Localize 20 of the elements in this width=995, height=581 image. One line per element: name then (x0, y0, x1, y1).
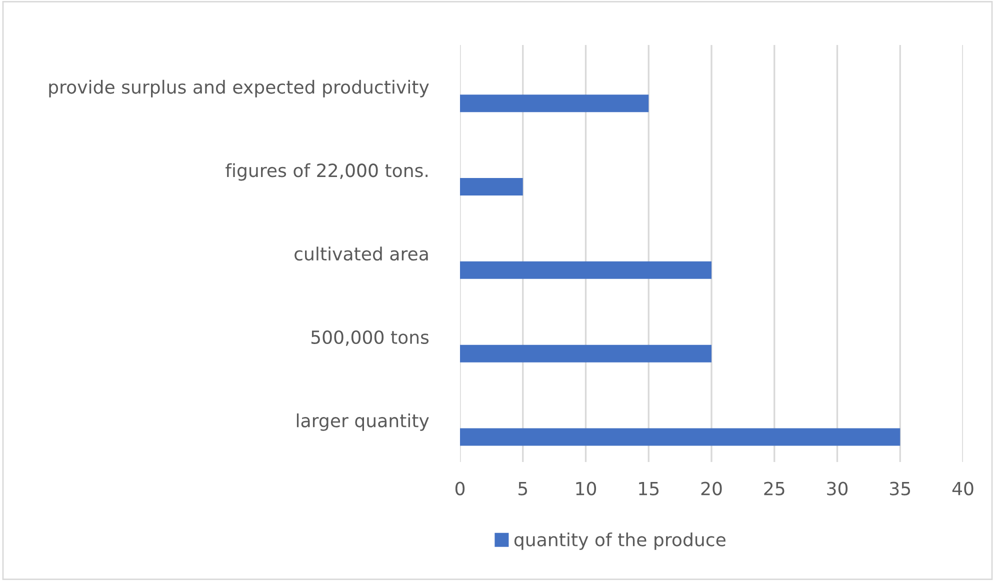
x-tick-label: 40 (952, 482, 974, 496)
x-tick-label: 35 (890, 482, 910, 496)
bar (460, 261, 712, 279)
y-tick-label: 500,000 tons (311, 330, 429, 346)
x-tick-label: 15 (639, 482, 659, 496)
bar (460, 94, 649, 112)
y-tick-label: provide surplus and expected productivity (49, 80, 429, 98)
bar (460, 344, 712, 362)
y-tick-label: cultivated area (294, 246, 428, 261)
x-tick-label: 30 (827, 482, 848, 496)
bar (460, 428, 900, 446)
x-tick-label: 5 (518, 482, 528, 496)
bar (460, 178, 523, 196)
x-tick-label: 25 (764, 482, 784, 496)
x-tick-label: 10 (576, 482, 596, 496)
x-tick-label: 0 (455, 482, 465, 496)
y-tick-label: figures of 22,000 tons. (226, 163, 428, 181)
legend-label: quantity of the produce (514, 532, 726, 550)
x-tick-label: 20 (701, 482, 722, 496)
y-tick-label: larger quantity (296, 413, 429, 431)
